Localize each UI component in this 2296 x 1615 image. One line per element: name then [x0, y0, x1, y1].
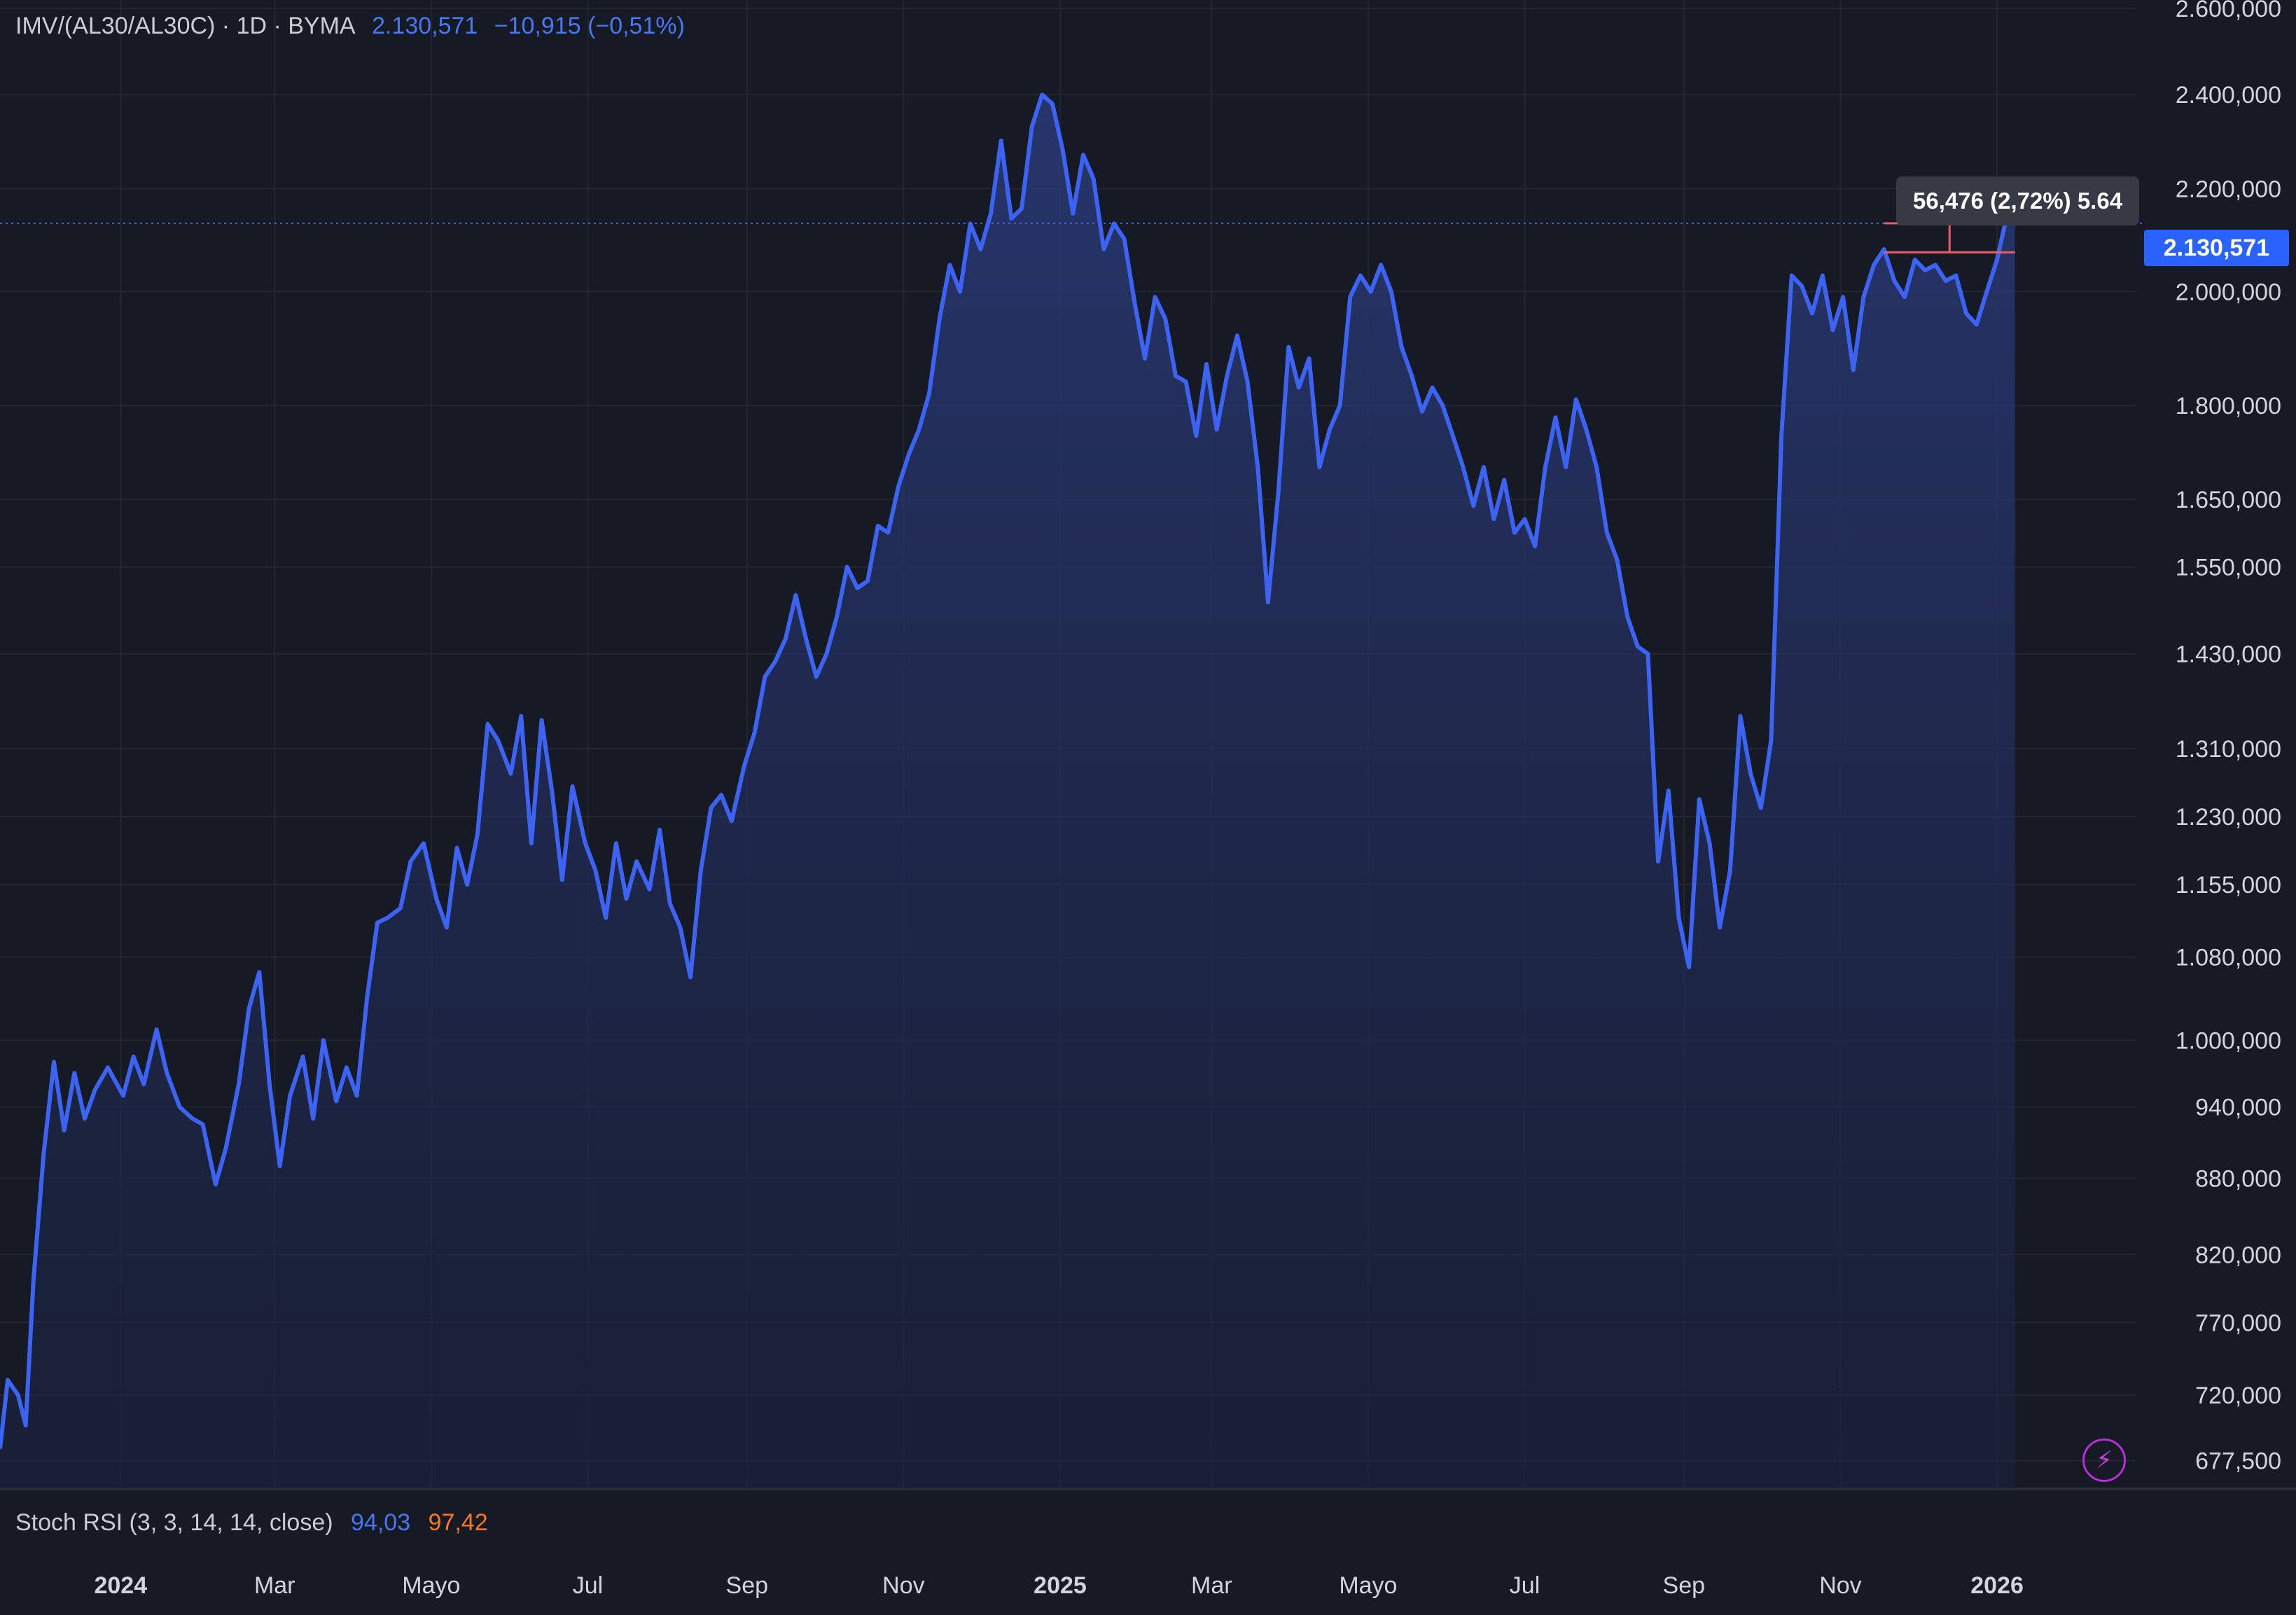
y-tick-label: 820,000 — [2195, 1242, 2281, 1268]
stoch-d-value: 97,42 — [428, 1509, 488, 1536]
x-tick-label: Mayo — [1339, 1572, 1397, 1599]
y-tick-label: 1.000,000 — [2176, 1027, 2281, 1054]
y-tick-label: 1.430,000 — [2176, 642, 2281, 668]
y-tick-label: 1.080,000 — [2176, 945, 2281, 971]
last-price-value: 2.130,571 — [372, 13, 478, 39]
measure-tooltip: 56,476 (2,72%) 5.64 — [1896, 176, 2140, 226]
y-tick-label: 880,000 — [2195, 1165, 2281, 1192]
symbol-legend[interactable]: IMV/(AL30/AL30C) · 1D · BYMA 2.130,571 −… — [15, 13, 695, 40]
price-line — [0, 92, 2017, 1450]
lightning-icon[interactable]: ⚡ — [2082, 1439, 2126, 1482]
price-change-value: −10,915 (−0,51%) — [494, 13, 685, 39]
y-tick-label: 770,000 — [2195, 1310, 2281, 1336]
y-tick-label: 1.800,000 — [2176, 393, 2281, 420]
y-tick-label: 677,500 — [2195, 1448, 2281, 1475]
stoch-k-value: 94,03 — [351, 1509, 411, 1536]
y-tick-label: 940,000 — [2195, 1095, 2281, 1121]
y-tick-label: 1.310,000 — [2176, 736, 2281, 763]
y-tick-label: 1.230,000 — [2176, 804, 2281, 831]
x-tick-label: Mar — [1191, 1572, 1232, 1599]
x-tick-label: 2025 — [1034, 1572, 1087, 1599]
x-tick-label: Jul — [573, 1572, 603, 1599]
x-tick-label: Sep — [1663, 1572, 1706, 1599]
symbol-title[interactable]: IMV/(AL30/AL30C) · 1D · BYMA — [15, 13, 356, 39]
x-tick-label: 2026 — [1970, 1572, 2024, 1599]
y-tick-label: 1.550,000 — [2176, 554, 2281, 581]
y-tick-label: 2.000,000 — [2176, 279, 2281, 305]
x-tick-label: Mayo — [402, 1572, 460, 1599]
indicator-name[interactable]: Stoch RSI (3, 3, 14, 14, close) — [15, 1509, 333, 1536]
stoch-rsi-legend[interactable]: Stoch RSI (3, 3, 14, 14, close) 94,03 97… — [15, 1509, 499, 1537]
y-tick-label: 2.400,000 — [2176, 82, 2281, 109]
x-tick-label: Nov — [882, 1572, 924, 1599]
x-tick-label: Mar — [254, 1572, 295, 1599]
last-price-tag: 2.130,571 — [2144, 230, 2289, 266]
y-tick-label: 720,000 — [2195, 1382, 2281, 1409]
x-tick-label: 2024 — [94, 1572, 147, 1599]
x-tick-label: Sep — [726, 1572, 769, 1599]
x-tick-label: Jul — [1510, 1572, 1540, 1599]
y-tick-label: 2.200,000 — [2176, 176, 2281, 202]
price-area — [0, 95, 2015, 1490]
y-tick-label: 1.155,000 — [2176, 872, 2281, 899]
x-tick-label: Nov — [1819, 1572, 1861, 1599]
y-tick-label: 2.600,000 — [2176, 0, 2281, 22]
y-tick-label: 1.650,000 — [2176, 487, 2281, 513]
